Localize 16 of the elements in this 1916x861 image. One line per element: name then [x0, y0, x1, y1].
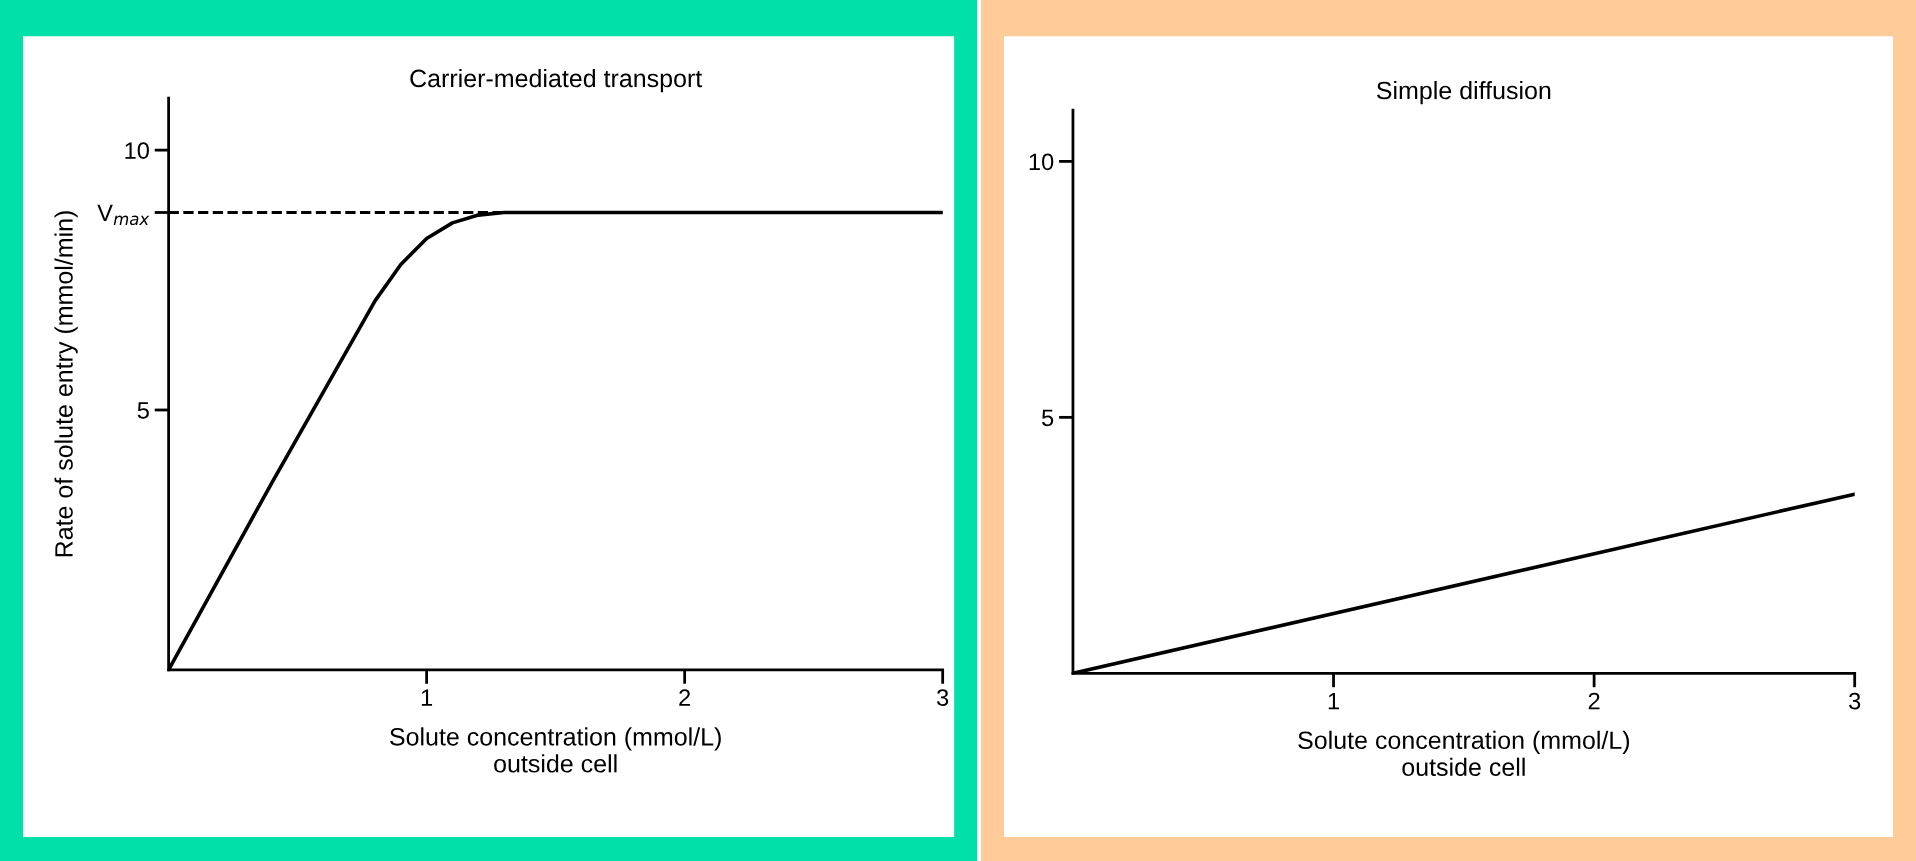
y-tick-label: V$_{max}$	[97, 204, 150, 226]
y-tick-label: 5	[137, 402, 149, 419]
y-tick-label: 10	[1029, 153, 1054, 171]
y-axis-title: Rate of solute entry (mmol/min)	[54, 211, 78, 557]
x-axis-title: Solute concentration (mmol/L) outside cell	[390, 727, 721, 773]
x-tick-label: 3	[937, 689, 949, 706]
x-axis-title: Solute concentration (mmol/L) outside cell	[1298, 730, 1630, 777]
x-tick-label: 2	[1588, 692, 1600, 710]
chart-title: Simple diffusion	[1376, 80, 1551, 105]
y-tick-label: 5	[1042, 409, 1054, 427]
x-tick-label: 2	[679, 689, 691, 706]
x-tick-label: 3	[1849, 692, 1861, 710]
chart-title: Carrier-mediated transport	[410, 68, 703, 93]
x-tick-label: 1	[421, 689, 433, 706]
y-tick-label: 10	[125, 142, 149, 159]
x-tick-label: 1	[1328, 692, 1339, 710]
